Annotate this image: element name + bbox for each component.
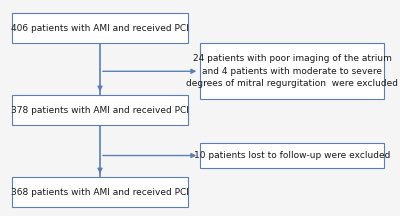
FancyBboxPatch shape [200, 43, 384, 99]
FancyBboxPatch shape [200, 143, 384, 168]
FancyBboxPatch shape [12, 95, 188, 125]
Text: 378 patients with AMI and received PCI: 378 patients with AMI and received PCI [11, 106, 189, 115]
Text: 10 patients lost to follow-up were excluded: 10 patients lost to follow-up were exclu… [194, 151, 390, 160]
FancyBboxPatch shape [12, 177, 188, 207]
Text: 406 patients with AMI and received PCI: 406 patients with AMI and received PCI [11, 24, 189, 33]
Text: 24 patients with poor imaging of the atrium
and 4 patients with moderate to seve: 24 patients with poor imaging of the atr… [186, 54, 398, 88]
Text: 368 patients with AMI and received PCI: 368 patients with AMI and received PCI [11, 188, 189, 197]
FancyBboxPatch shape [12, 13, 188, 43]
